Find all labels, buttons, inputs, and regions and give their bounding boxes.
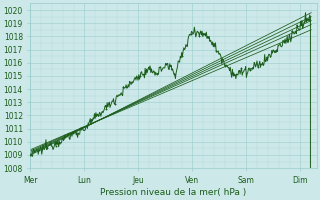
X-axis label: Pression niveau de la mer( hPa ): Pression niveau de la mer( hPa ) [100, 188, 247, 197]
